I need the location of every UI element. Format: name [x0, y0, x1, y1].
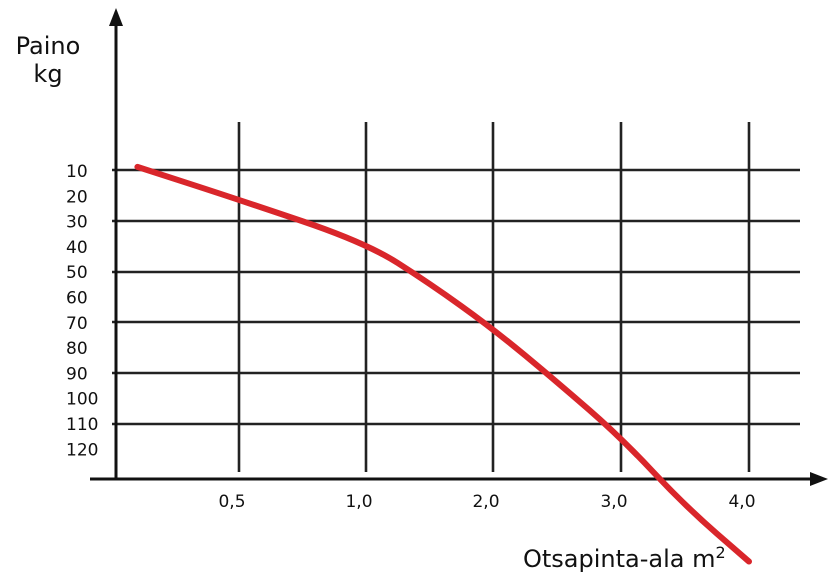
x-axis-title: Otsapinta-ala m2 — [523, 543, 726, 573]
x-tick-label-0: 0,5 — [218, 492, 245, 512]
axes — [90, 8, 828, 486]
y-tick-label-10: 10 — [66, 162, 88, 182]
x-tick-labels: 0,5 1,0 2,0 3,0 4,0 — [218, 492, 755, 512]
y-tick-labels: 10 20 30 40 50 60 70 80 90 100 110 120 — [66, 162, 98, 460]
x-tick-label-1: 1,0 — [345, 492, 372, 512]
y-tick-label-20: 20 — [66, 187, 88, 207]
y-tick-label-90: 90 — [66, 364, 88, 384]
series-layer — [134, 163, 752, 565]
x-axis-title-superscript: 2 — [715, 543, 726, 562]
x-tick-label-2: 2,0 — [472, 492, 499, 512]
grid — [112, 122, 800, 472]
y-axis-title: Paino kg — [6, 32, 90, 88]
y-axis-title-line2: kg — [33, 60, 63, 88]
y-tick-label-120: 120 — [66, 440, 98, 460]
x-axis-arrow — [810, 472, 828, 486]
y-axis-title-line1: Paino — [15, 32, 81, 60]
x-axis-title-text: Otsapinta-ala m — [523, 545, 716, 573]
y-tick-label-100: 100 — [66, 390, 98, 410]
x-tick-label-4: 4,0 — [728, 492, 755, 512]
series-line-0 — [134, 163, 752, 565]
y-tick-label-40: 40 — [66, 238, 88, 258]
y-tick-label-70: 70 — [66, 314, 88, 334]
y-tick-label-80: 80 — [66, 339, 88, 359]
y-tick-label-110: 110 — [66, 415, 98, 435]
y-tick-label-50: 50 — [66, 263, 88, 283]
y-tick-label-60: 60 — [66, 289, 88, 309]
x-tick-label-3: 3,0 — [600, 492, 627, 512]
y-axis-arrow — [109, 8, 123, 26]
y-tick-label-30: 30 — [66, 213, 88, 233]
